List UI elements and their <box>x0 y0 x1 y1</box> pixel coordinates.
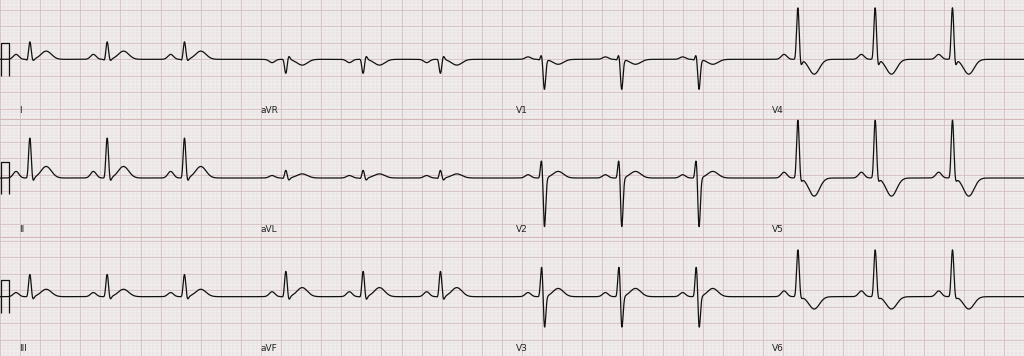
Text: aVR: aVR <box>260 106 278 115</box>
Text: V2: V2 <box>516 225 527 234</box>
Text: V5: V5 <box>772 225 784 234</box>
Text: III: III <box>19 344 27 353</box>
Text: I: I <box>19 106 22 115</box>
Text: V4: V4 <box>772 106 783 115</box>
Text: V1: V1 <box>516 106 528 115</box>
Text: V3: V3 <box>516 344 528 353</box>
Text: aVF: aVF <box>260 344 276 353</box>
Text: II: II <box>19 225 25 234</box>
Text: V6: V6 <box>772 344 784 353</box>
Text: aVL: aVL <box>260 225 276 234</box>
